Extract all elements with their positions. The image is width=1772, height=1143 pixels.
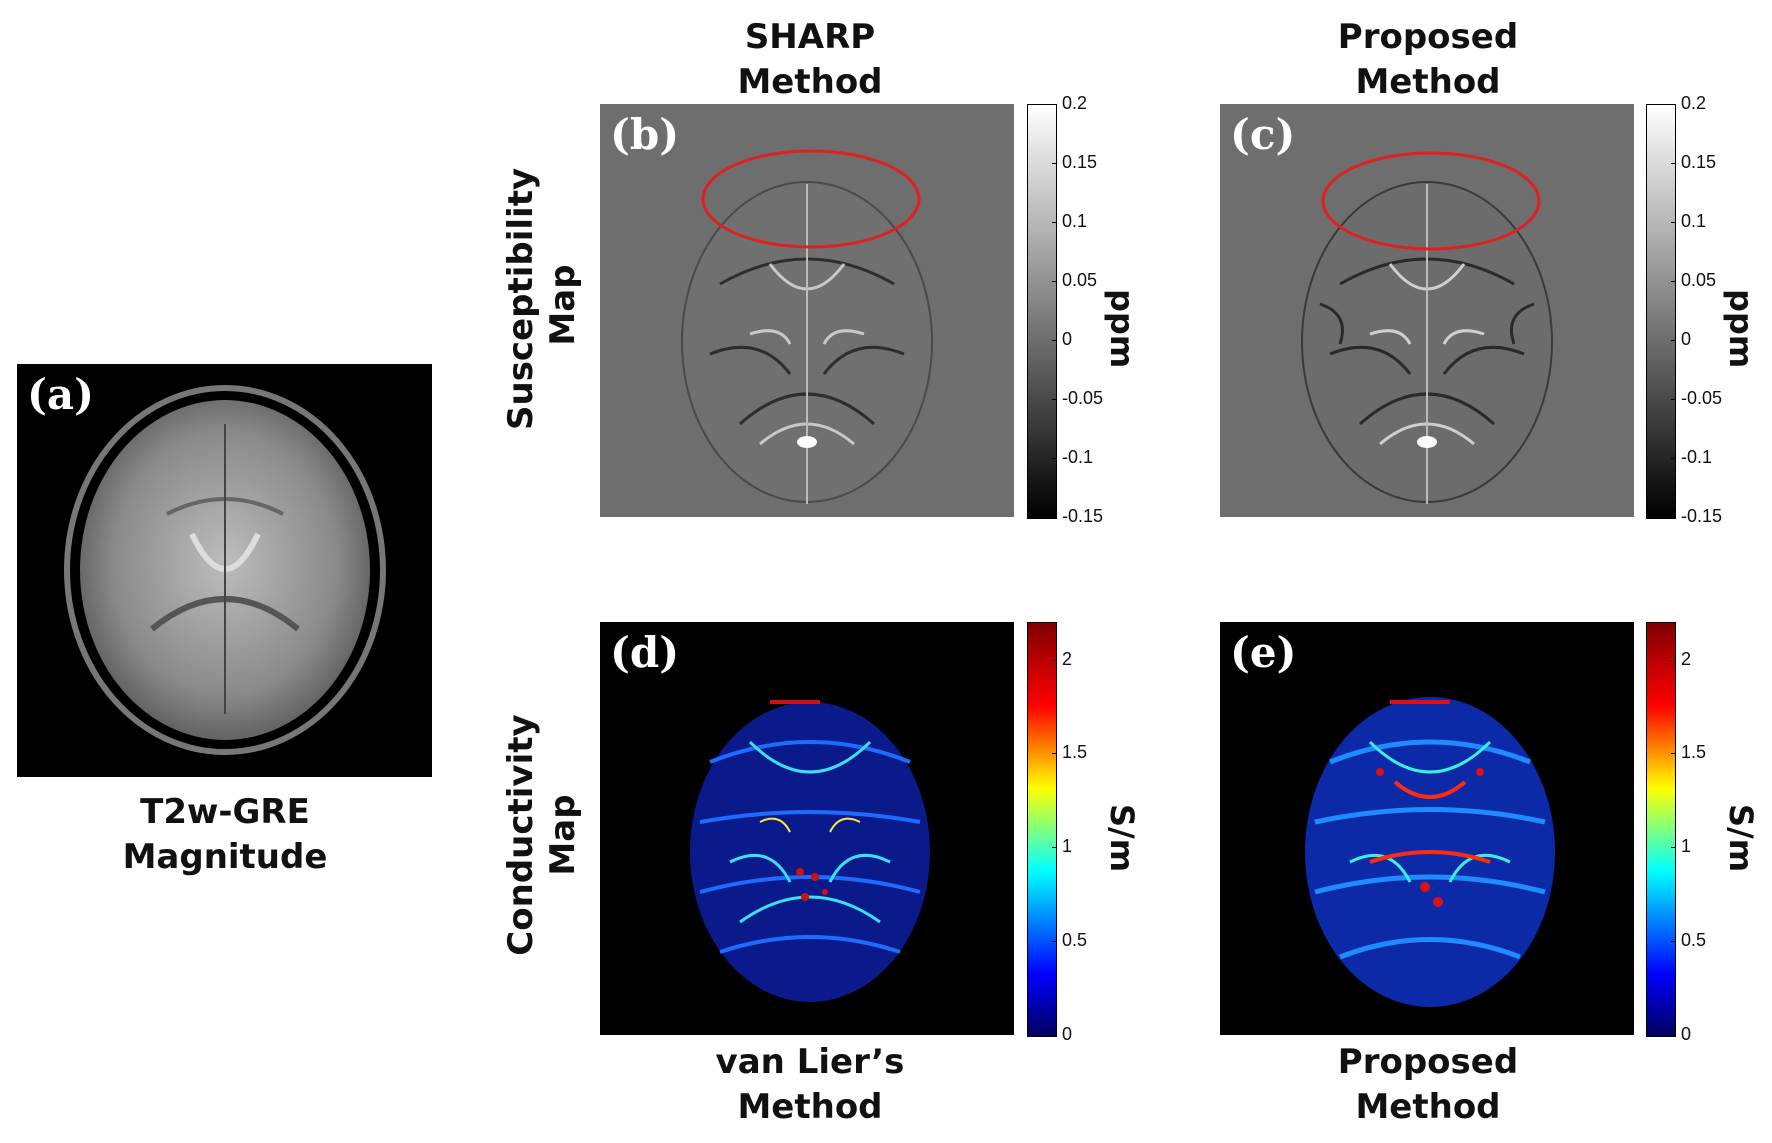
conductivity-d-tick-label: 1.5 bbox=[1062, 742, 1088, 762]
panel-c-susceptibility-proposed: (c) bbox=[1220, 104, 1634, 517]
susceptibility-c-tick-label: 0.1 bbox=[1681, 211, 1707, 231]
highlight-ellipse-b bbox=[701, 149, 921, 249]
conductivity-d-tick-mark bbox=[1052, 941, 1057, 942]
header-proposed-method-bottom: Proposed Method bbox=[1278, 1040, 1578, 1130]
header-proposed-top-line1: Proposed bbox=[1337, 17, 1519, 57]
conductivity-d-tick-label: 0.5 bbox=[1062, 930, 1088, 950]
conductivity-brain-image-proposed bbox=[1305, 697, 1555, 1007]
header-sharp-line1: SHARP bbox=[744, 17, 876, 57]
conductivity-d-tick-mark bbox=[1052, 753, 1057, 754]
susceptibility-b-tick-mark bbox=[1052, 340, 1057, 341]
conductivity-d-tick-label: 1 bbox=[1062, 836, 1073, 856]
header-vanlier-line2: Method bbox=[737, 1087, 883, 1127]
panel-a-caption-line1: T2w-GRE bbox=[140, 792, 310, 832]
conductivity-d-tick-mark bbox=[1052, 1035, 1057, 1036]
row-label-top-line1: Susceptibility bbox=[501, 167, 541, 430]
conductivity-e-tick-label: 1.5 bbox=[1681, 742, 1707, 762]
header-vanlier-line1: van Lier’s bbox=[715, 1042, 905, 1082]
susceptibility-b-tick-label: 0.15 bbox=[1062, 152, 1098, 172]
panel-a-magnitude-image: (a) bbox=[17, 364, 432, 777]
susceptibility-b-tick-mark bbox=[1052, 104, 1057, 105]
row-label-top-line2: Map bbox=[543, 264, 583, 346]
susceptibility-b-tick-label: 0.05 bbox=[1062, 270, 1098, 290]
header-proposed-method-top: Proposed Method bbox=[1278, 15, 1578, 105]
susceptibility-c-tick-label: 0.15 bbox=[1681, 152, 1717, 172]
conductivity-e-tick-mark bbox=[1671, 660, 1676, 661]
susceptibility-b-tick-mark bbox=[1052, 222, 1057, 223]
magnitude-brain-image bbox=[64, 385, 386, 755]
panel-b-label: (b) bbox=[610, 110, 680, 159]
row-label-bottom-line2: Map bbox=[543, 794, 583, 876]
susceptibility-b-tick-label: -0.15 bbox=[1062, 506, 1104, 526]
highlight-ellipse-c bbox=[1321, 151, 1541, 251]
susceptibility-b-tick-mark bbox=[1052, 281, 1057, 282]
susceptibility-c-tick-label: 0.2 bbox=[1681, 93, 1707, 113]
panel-d-conductivity-vanlier: (d) bbox=[600, 622, 1014, 1035]
susceptibility-c-tick-label: -0.1 bbox=[1681, 447, 1713, 467]
susceptibility-c-tick-mark bbox=[1671, 281, 1676, 282]
conductivity-e-tick-label: 1 bbox=[1681, 836, 1692, 856]
conductivity-e-tick-label: 2 bbox=[1681, 649, 1692, 669]
conductivity-d-tick-label: 0 bbox=[1062, 1024, 1073, 1044]
unit-sm-e: S/m bbox=[1722, 804, 1760, 873]
conductivity-brain-image-vanlier bbox=[690, 700, 930, 1002]
colorbar-susceptibility-c bbox=[1646, 104, 1676, 519]
panel-a-caption-line2: Magnitude bbox=[122, 837, 328, 877]
colorbar-conductivity-d bbox=[1027, 622, 1057, 1037]
colorbar-conductivity-e bbox=[1646, 622, 1676, 1037]
susceptibility-brain-image-sharp bbox=[681, 149, 933, 504]
susceptibility-b-tick-label: -0.1 bbox=[1062, 447, 1094, 467]
panel-c-label: (c) bbox=[1230, 110, 1296, 159]
conductivity-e-tick-mark bbox=[1671, 1035, 1676, 1036]
conductivity-e-tick-label: 0.5 bbox=[1681, 930, 1707, 950]
conductivity-e-tick-label: 0 bbox=[1681, 1024, 1692, 1044]
susceptibility-c-tick-label: 0 bbox=[1681, 329, 1692, 349]
header-proposed-top-line2: Method bbox=[1355, 62, 1501, 102]
header-sharp-line2: Method bbox=[737, 62, 883, 102]
conductivity-d-tick-mark bbox=[1052, 660, 1057, 661]
header-proposed-bottom-line1: Proposed bbox=[1337, 1042, 1519, 1082]
header-sharp-method: SHARP Method bbox=[660, 15, 960, 105]
susceptibility-c-tick-label: -0.15 bbox=[1681, 506, 1723, 526]
susceptibility-c-tick-mark bbox=[1671, 104, 1676, 105]
susceptibility-b-tick-label: 0 bbox=[1062, 329, 1073, 349]
susceptibility-c-tick-mark bbox=[1671, 399, 1676, 400]
susceptibility-b-tick-mark bbox=[1052, 399, 1057, 400]
row-label-bottom-line1: Conductivity bbox=[501, 714, 541, 956]
susceptibility-c-tick-mark bbox=[1671, 458, 1676, 459]
susceptibility-b-tick-mark bbox=[1052, 517, 1057, 518]
panel-b-susceptibility-sharp: (b) bbox=[600, 104, 1014, 517]
conductivity-d-tick-mark bbox=[1052, 847, 1057, 848]
susceptibility-c-tick-mark bbox=[1671, 517, 1676, 518]
panel-a-caption: T2w-GRE Magnitude bbox=[60, 790, 390, 880]
panel-a-label: (a) bbox=[27, 370, 94, 419]
susceptibility-b-tick-label: 0.1 bbox=[1062, 211, 1088, 231]
susceptibility-b-tick-label: -0.05 bbox=[1062, 388, 1104, 408]
unit-sm-d: S/m bbox=[1103, 804, 1141, 873]
conductivity-e-tick-mark bbox=[1671, 753, 1676, 754]
susceptibility-c-tick-mark bbox=[1671, 163, 1676, 164]
unit-ppm-b: ppm bbox=[1103, 289, 1141, 369]
header-vanlier-method: van Lier’s Method bbox=[660, 1040, 960, 1130]
unit-ppm-c: ppm bbox=[1722, 289, 1760, 369]
susceptibility-b-tick-mark bbox=[1052, 458, 1057, 459]
susceptibility-b-tick-mark bbox=[1052, 163, 1057, 164]
panel-d-label: (d) bbox=[610, 628, 680, 677]
panel-e-conductivity-proposed: (e) bbox=[1220, 622, 1634, 1035]
conductivity-d-tick-label: 2 bbox=[1062, 649, 1073, 669]
conductivity-e-tick-mark bbox=[1671, 847, 1676, 848]
header-proposed-bottom-line2: Method bbox=[1355, 1087, 1501, 1127]
susceptibility-brain-image-proposed bbox=[1301, 151, 1553, 504]
susceptibility-c-tick-mark bbox=[1671, 340, 1676, 341]
conductivity-e-tick-mark bbox=[1671, 941, 1676, 942]
colorbar-susceptibility-b bbox=[1027, 104, 1057, 519]
panel-e-label: (e) bbox=[1230, 628, 1297, 677]
susceptibility-c-tick-label: -0.05 bbox=[1681, 388, 1723, 408]
susceptibility-c-tick-label: 0.05 bbox=[1681, 270, 1717, 290]
susceptibility-b-tick-label: 0.2 bbox=[1062, 93, 1088, 113]
susceptibility-c-tick-mark bbox=[1671, 222, 1676, 223]
